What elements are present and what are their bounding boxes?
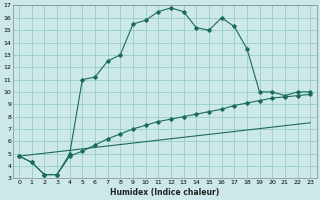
X-axis label: Humidex (Indice chaleur): Humidex (Indice chaleur) bbox=[110, 188, 219, 197]
